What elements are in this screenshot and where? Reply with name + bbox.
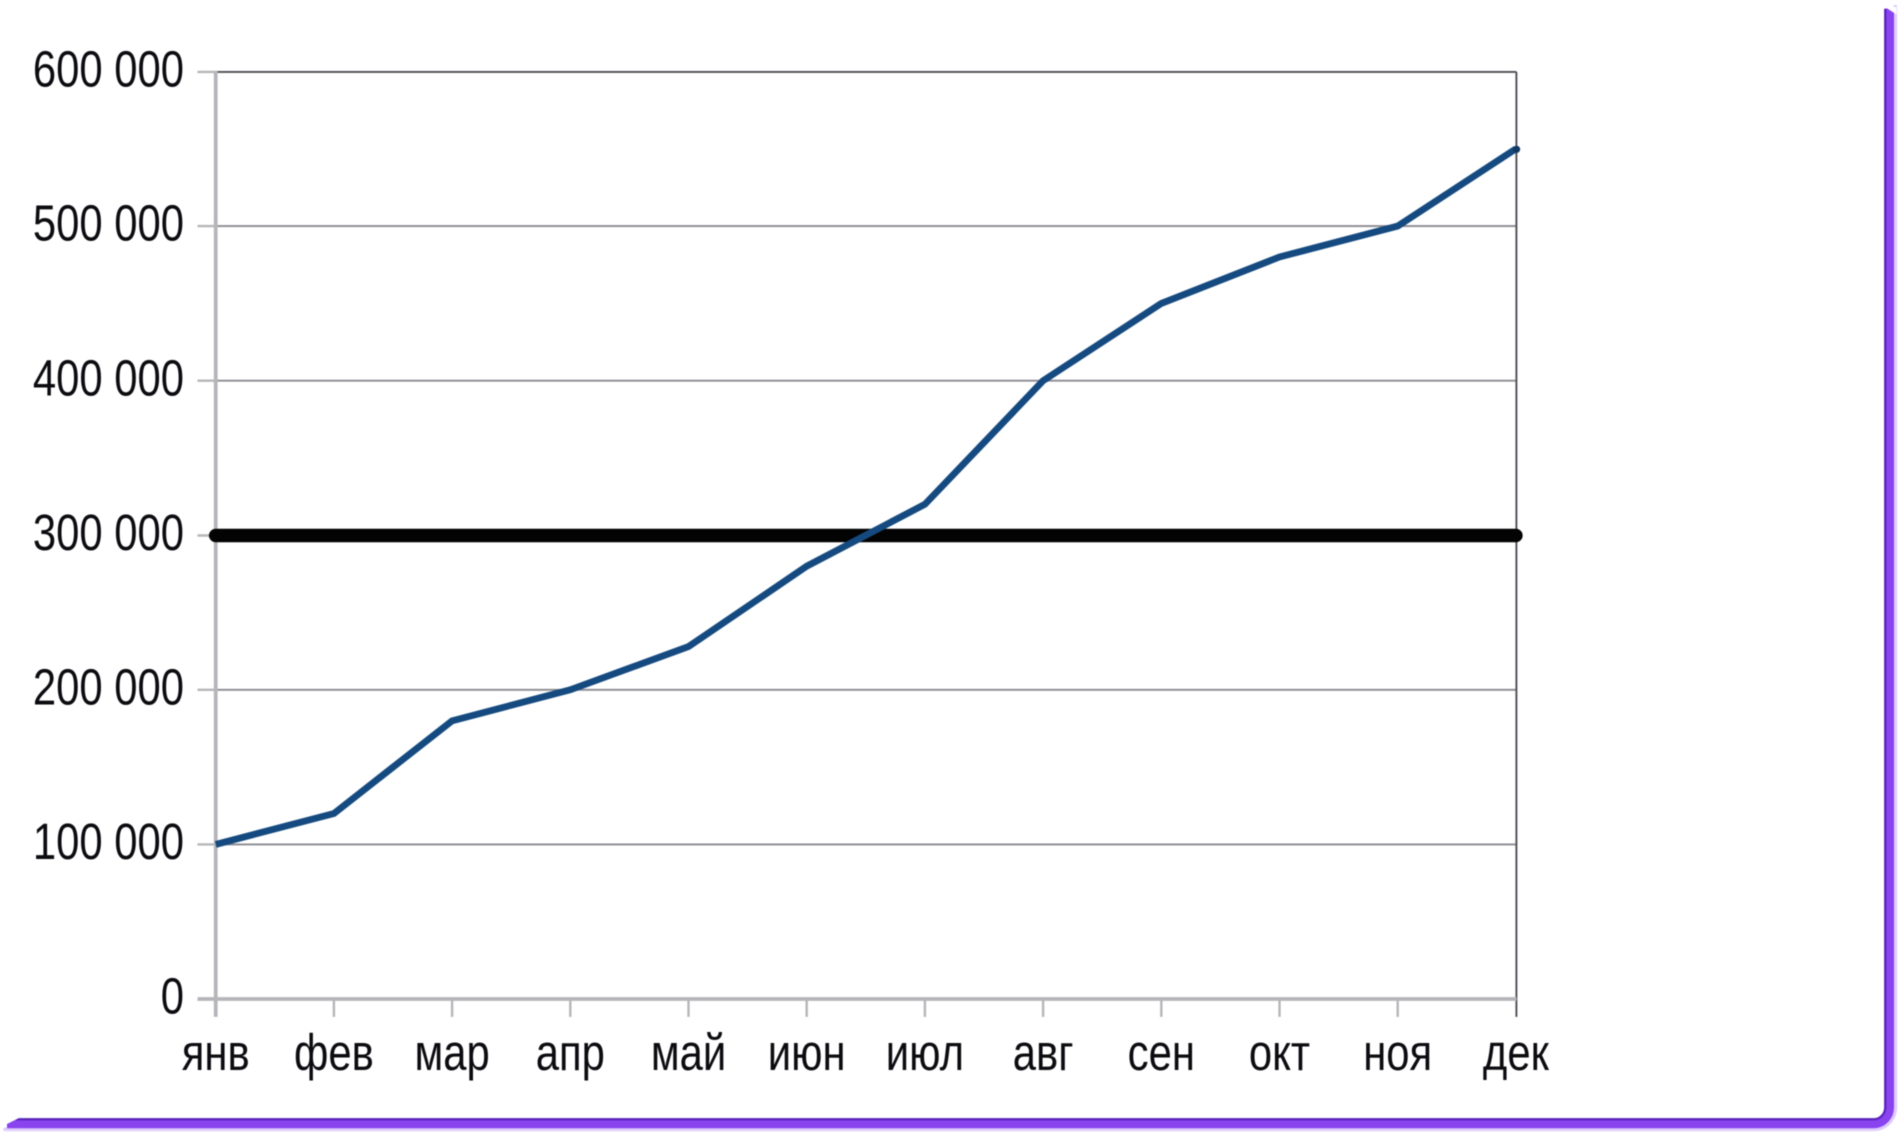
svg-text:0: 0 — [161, 968, 184, 1025]
svg-text:сен: сен — [1128, 1024, 1195, 1081]
svg-text:100 000: 100 000 — [33, 813, 184, 870]
svg-text:ноя: ноя — [1363, 1024, 1432, 1081]
svg-text:апр: апр — [536, 1024, 605, 1081]
svg-text:май: май — [651, 1024, 726, 1081]
svg-text:200 000: 200 000 — [33, 658, 184, 715]
svg-text:300 000: 300 000 — [33, 504, 184, 561]
svg-text:июн: июн — [768, 1024, 846, 1081]
svg-text:400 000: 400 000 — [33, 349, 184, 406]
svg-text:мар: мар — [414, 1024, 489, 1081]
svg-text:500 000: 500 000 — [33, 195, 184, 252]
svg-text:окт: окт — [1249, 1024, 1310, 1081]
svg-text:фев: фев — [294, 1024, 374, 1081]
svg-text:июл: июл — [886, 1024, 964, 1081]
svg-text:авг: авг — [1013, 1024, 1074, 1081]
svg-text:янв: янв — [182, 1024, 250, 1081]
svg-text:600 000: 600 000 — [33, 41, 184, 98]
svg-text:дек: дек — [1483, 1024, 1549, 1081]
